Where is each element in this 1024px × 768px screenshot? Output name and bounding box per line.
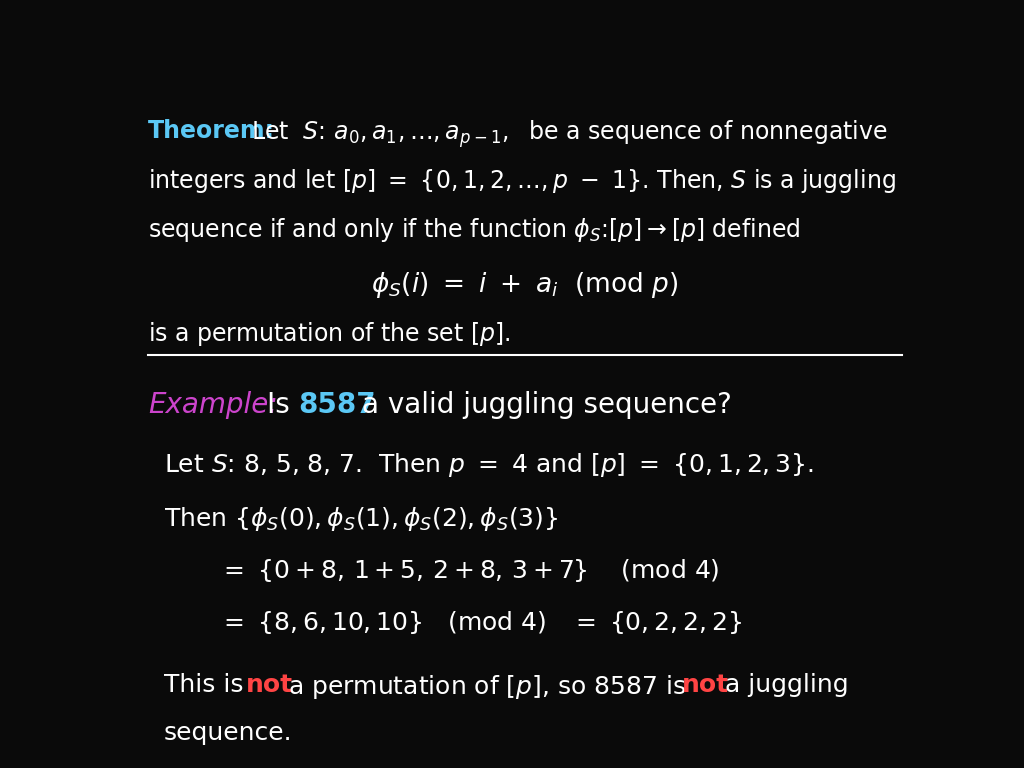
Text: not: not xyxy=(246,673,293,697)
Text: $=\ \{0 + 8,\, 1 + 5,\, 2 + 8,\, 3 + 7\}$    $(\mathrm{mod}\ 4)$: $=\ \{0 + 8,\, 1 + 5,\, 2 + 8,\, 3 + 7\}… xyxy=(219,557,720,584)
Text: 8587: 8587 xyxy=(299,392,376,419)
Text: integers and let $[p]\ =\ \{0, 1, 2, \ldots, p\ -\ 1\}$. Then, $S$ is a juggling: integers and let $[p]\ =\ \{0, 1, 2, \ld… xyxy=(147,167,896,195)
Text: sequence if and only if the function $\phi_S\colon [p] \to [p]$ defined: sequence if and only if the function $\p… xyxy=(147,216,801,243)
Text: Then $\{\phi_S(0), \phi_S(1), \phi_S(2), \phi_S(3)\}$: Then $\{\phi_S(0), \phi_S(1), \phi_S(2),… xyxy=(164,505,558,533)
Text: Theorem:: Theorem: xyxy=(147,119,274,143)
Text: is a permutation of the set $[p]$.: is a permutation of the set $[p]$. xyxy=(147,320,510,349)
Text: Is: Is xyxy=(267,392,299,419)
Text: a juggling: a juggling xyxy=(725,673,849,697)
Text: Let $S$: 8, 5, 8, 7.  Then $p\ =\ 4$ and $[p]\ =\ \{0, 1, 2, 3\}$.: Let $S$: 8, 5, 8, 7. Then $p\ =\ 4$ and … xyxy=(164,451,813,478)
Text: Let  $S\colon\ a_0, a_1, \ldots, a_{p-1},$  be a sequence of nonnegative: Let $S\colon\ a_0, a_1, \ldots, a_{p-1},… xyxy=(251,119,888,151)
Text: not: not xyxy=(682,673,729,697)
Text: a valid juggling sequence?: a valid juggling sequence? xyxy=(362,392,732,419)
Text: sequence.: sequence. xyxy=(164,721,292,746)
Text: a permutation of $[p]$, so 8587 is: a permutation of $[p]$, so 8587 is xyxy=(289,673,686,701)
Text: This is: This is xyxy=(164,673,251,697)
Text: $\phi_S(i)\ =\ i\ +\ a_i\ \ (\mathrm{mod}\ p)$: $\phi_S(i)\ =\ i\ +\ a_i\ \ (\mathrm{mod… xyxy=(371,270,679,300)
Text: $=\ \{8, 6, 10, 10\}$   $(\mathrm{mod}\ 4)$   $=\ \{0, 2, 2, 2\}$: $=\ \{8, 6, 10, 10\}$ $(\mathrm{mod}\ 4)… xyxy=(219,609,742,636)
Text: Example:: Example: xyxy=(147,392,278,419)
